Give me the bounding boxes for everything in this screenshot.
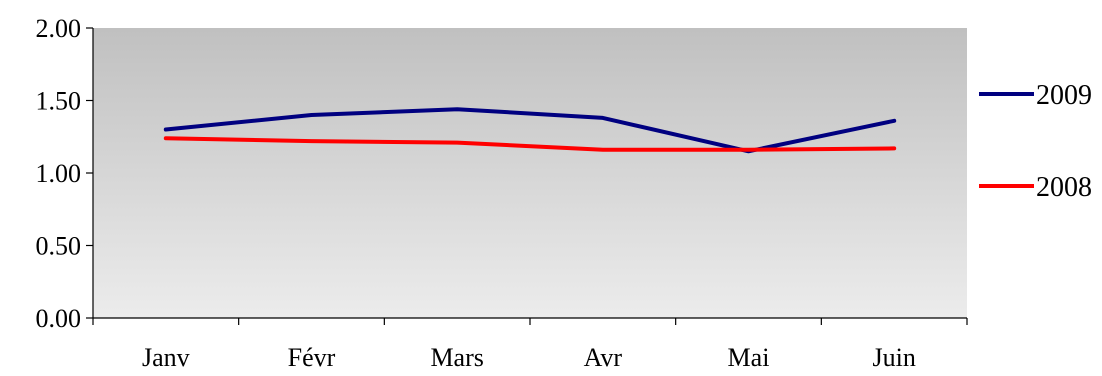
y-tick-label: 1.00 <box>36 159 82 188</box>
x-tick-label: Mars <box>430 343 483 372</box>
y-tick-label: 0.00 <box>36 304 82 333</box>
series-line-2008 <box>163 136 897 152</box>
legend-label: 2009 <box>1036 80 1092 111</box>
legend-item-2008: 2008 <box>979 172 1092 203</box>
series-line-2009 <box>163 107 897 154</box>
y-tick-label: 2.00 <box>36 14 82 43</box>
x-tick-label: Avr <box>584 343 623 372</box>
axes: 0.00 0.50 1.00 1.50 2.00 Janv Févr Mars Avr Mai Ju… <box>36 14 968 372</box>
legend: 2009 2008 <box>979 80 1092 203</box>
x-tick-label: Mai <box>728 343 770 372</box>
y-tick-label: 0.50 <box>36 232 82 261</box>
x-tick-label: Févr <box>288 343 336 372</box>
x-tick-label: Juin <box>872 343 915 372</box>
legend-item-2009: 2009 <box>979 80 1092 111</box>
x-tick-label: Janv <box>142 343 190 372</box>
series-layer <box>163 107 897 154</box>
plot-area <box>93 28 967 318</box>
y-tick-label: 1.50 <box>36 87 82 116</box>
legend-label: 2008 <box>1036 172 1092 203</box>
